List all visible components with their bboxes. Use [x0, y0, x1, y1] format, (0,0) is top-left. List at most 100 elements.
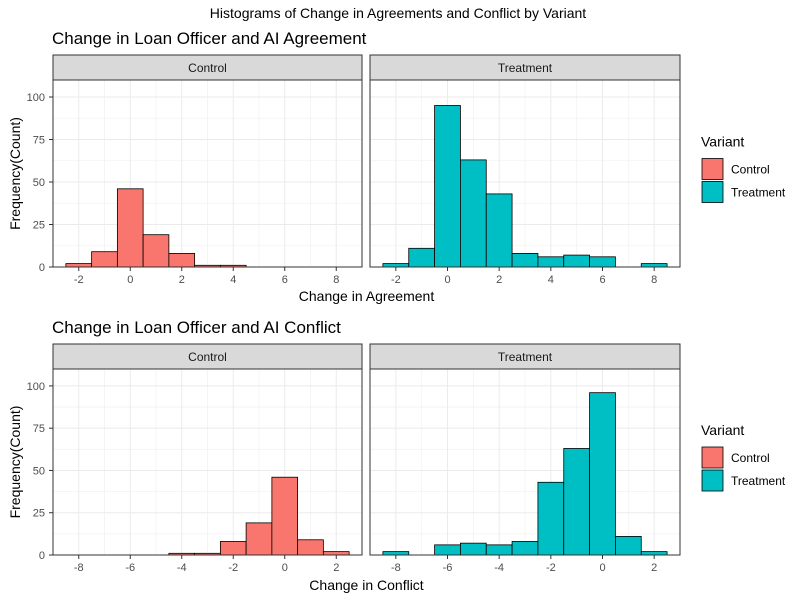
histogram-bar: [297, 539, 324, 556]
facet-control: Control -8 -6 -4 -2 0 2: [52, 343, 363, 574]
y-tick-label: 50: [33, 177, 45, 189]
x-tick-label: 4: [548, 274, 554, 286]
x-tick-label: 8: [651, 274, 657, 286]
x-tick-label: 2: [333, 562, 339, 574]
x-tick-label: -6: [125, 562, 135, 574]
y-tick-label: 75: [33, 423, 45, 435]
x-tick-label: -2: [74, 274, 84, 286]
y-tick-label: 100: [27, 381, 45, 393]
histogram-bar: [615, 536, 642, 556]
x-tick-label: 4: [230, 274, 236, 286]
y-axis-title: Frequency(Count): [7, 406, 23, 519]
x-tick-label: 2: [651, 562, 657, 574]
legend-label: Control: [731, 451, 770, 465]
histogram-bar: [168, 252, 196, 268]
histogram-bar: [382, 551, 410, 556]
histogram-bar: [563, 254, 590, 268]
chart-agreement: Change in Loan Officer and AI Agreement F…: [7, 29, 786, 304]
histogram-bar: [589, 256, 616, 268]
x-tick-label: -2: [391, 274, 401, 286]
legend-key-treatment: [701, 469, 724, 492]
histogram-bar: [271, 476, 299, 556]
facet-strip-label: Treatment: [498, 61, 553, 75]
legend-label: Control: [731, 163, 770, 177]
charts: Change in Loan Officer and AI Agreement F…: [7, 29, 786, 593]
figure-title: Histograms of Change in Agreements and C…: [210, 5, 586, 21]
histogram-bar: [511, 541, 539, 556]
x-tick-label: 2: [496, 274, 502, 286]
x-tick-label: 0: [127, 274, 133, 286]
y-tick-label: 0: [39, 550, 45, 562]
histogram-bar: [245, 522, 273, 556]
histogram-bar: [589, 392, 616, 556]
legend-key-control: [701, 158, 724, 180]
histogram-bar: [537, 256, 565, 268]
legend: Variant Control Treatment: [701, 422, 786, 492]
facet-strip-label: Treatment: [498, 350, 553, 364]
histogram-bar: [640, 551, 668, 556]
x-tick-label: -4: [494, 562, 504, 574]
histogram-bar: [91, 251, 118, 268]
x-tick-label: 2: [179, 274, 185, 286]
x-axis-title: Change in Conflict: [309, 577, 424, 593]
y-tick-label: 75: [33, 135, 45, 147]
histogram-bar: [219, 541, 247, 556]
histogram-bar: [142, 234, 170, 268]
legend: Variant Control Treatment: [701, 134, 786, 203]
x-tick-label: -4: [177, 562, 187, 574]
x-tick-label: -6: [443, 562, 453, 574]
histogram-bar: [537, 481, 565, 556]
x-tick-label: 8: [333, 274, 339, 286]
facet-strip-label: Control: [188, 350, 227, 364]
histogram-bar: [460, 542, 487, 556]
histogram-bar: [434, 105, 461, 268]
facet-strip-label: Control: [188, 61, 227, 75]
chart-conflict: Change in Loan Officer and AI Conflict Fr…: [7, 318, 786, 593]
legend-label: Treatment: [731, 474, 786, 488]
histogram-bar: [511, 252, 539, 268]
x-tick-label: 6: [282, 274, 288, 286]
legend-title: Variant: [701, 422, 744, 438]
facet-treatment: Treatment -8 -6 -4 -2 0 2: [369, 343, 681, 574]
facet-strip: [52, 343, 363, 370]
y-axis-title: Frequency(Count): [7, 117, 23, 230]
x-tick-label: -2: [546, 562, 556, 574]
histogram-bar: [485, 544, 513, 556]
x-tick-label: 0: [444, 274, 450, 286]
y-tick-label: 0: [39, 262, 45, 274]
panel-border: [369, 79, 681, 268]
legend-title: Variant: [701, 134, 744, 150]
facet-strip: [52, 54, 363, 81]
histogram-bar: [460, 159, 487, 268]
y-tick-label: 100: [27, 92, 45, 104]
panel-border: [52, 368, 363, 556]
histogram-bar: [322, 551, 350, 556]
x-tick-label: 0: [282, 562, 288, 574]
y-tick-label: 25: [33, 220, 45, 232]
plot-title: Change in Loan Officer and AI Agreement: [52, 29, 367, 48]
facet-control: Control -2 0 2 4 6 8: [52, 54, 363, 286]
histogram-bar: [640, 263, 668, 268]
x-tick-label: -8: [391, 562, 401, 574]
histogram-bar: [116, 188, 144, 268]
legend-key-treatment: [701, 181, 724, 203]
histogram-bar: [563, 448, 590, 556]
y-tick-label: 25: [33, 508, 45, 520]
histogram-bar: [382, 263, 410, 268]
panel-border: [369, 368, 681, 556]
histogram-bar: [65, 263, 93, 268]
plot-title: Change in Loan Officer and AI Conflict: [52, 318, 341, 337]
x-tick-label: -2: [228, 562, 238, 574]
panel-border: [52, 79, 363, 268]
histogram-bar: [408, 247, 435, 268]
x-axis-title: Change in Agreement: [299, 288, 435, 304]
x-tick-label: 6: [599, 274, 605, 286]
x-tick-label: -8: [74, 562, 84, 574]
facet-treatment: Treatment -2 0 2 4 6 8: [369, 54, 681, 286]
histogram-bar: [434, 544, 461, 556]
legend-key-control: [701, 446, 724, 469]
facet-strip: [369, 54, 681, 81]
y-tick-label: 50: [33, 465, 45, 477]
histogram-bar: [485, 193, 513, 268]
